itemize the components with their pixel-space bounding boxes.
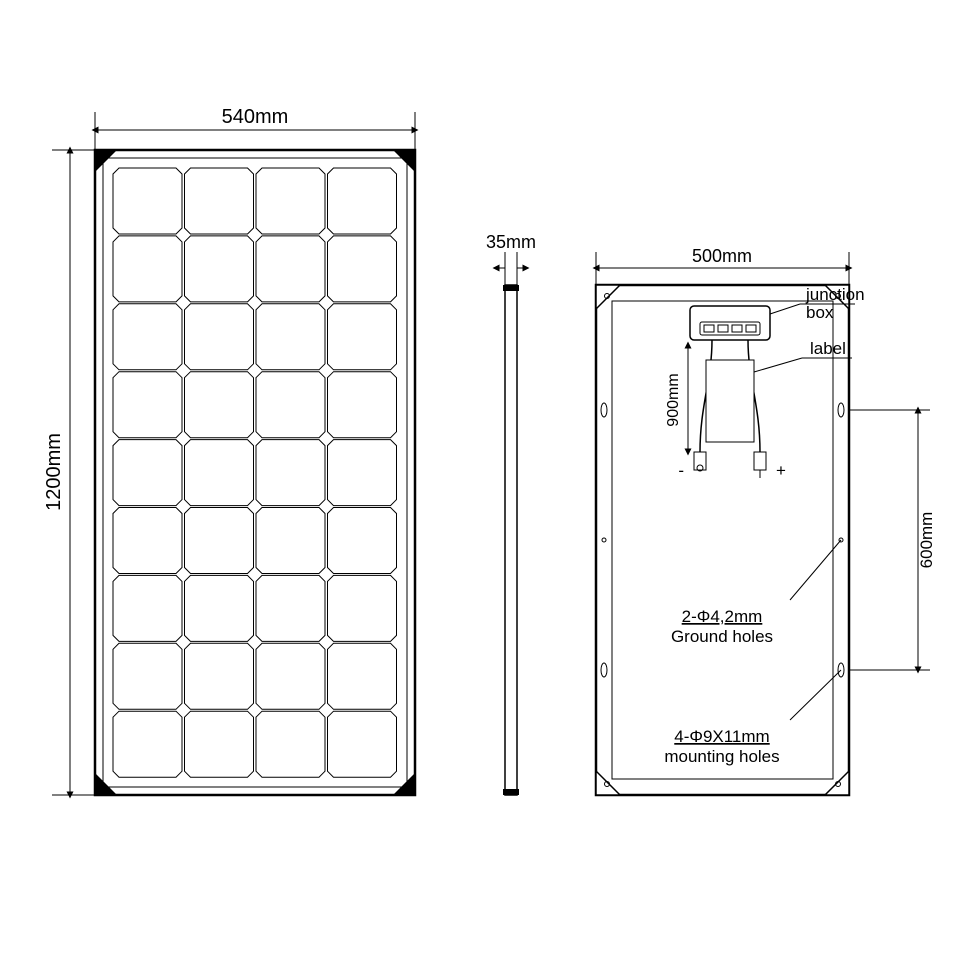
svg-text:junction: junction: [805, 285, 865, 304]
panel-dimension-diagram: 540mm 1200mm 35mm: [0, 0, 960, 960]
front-height-dim: 1200mm: [43, 150, 95, 795]
back-view: - + junction box label 500mm 600mm 900mm: [596, 246, 936, 795]
front-height-label: 1200mm: [43, 433, 65, 511]
front-width-dim: 540mm: [95, 106, 415, 150]
svg-text:label: label: [810, 339, 846, 358]
front-view: 540mm 1200mm: [43, 106, 415, 795]
polarity-neg: -: [678, 461, 684, 480]
svg-text:box: box: [806, 303, 834, 322]
mounting-holes-spec: 4-Φ9X11mm: [674, 727, 769, 746]
side-thickness-dim: 35mm: [486, 232, 536, 285]
back-width-label: 500mm: [692, 246, 752, 266]
front-width-label: 540mm: [222, 106, 289, 128]
side-thickness-label: 35mm: [486, 232, 536, 252]
ground-holes-label: Ground holes: [671, 627, 773, 646]
side-view: 35mm: [486, 232, 536, 795]
back-600-label: 600mm: [917, 512, 936, 569]
back-width-dim: 500mm: [596, 246, 849, 285]
back-900-label: 900mm: [665, 373, 682, 426]
polarity-pos: +: [776, 461, 786, 480]
ground-holes-spec: 2-Φ4,2mm: [682, 607, 763, 626]
label-plate: [706, 360, 754, 442]
mounting-holes-label: mounting holes: [664, 747, 779, 766]
